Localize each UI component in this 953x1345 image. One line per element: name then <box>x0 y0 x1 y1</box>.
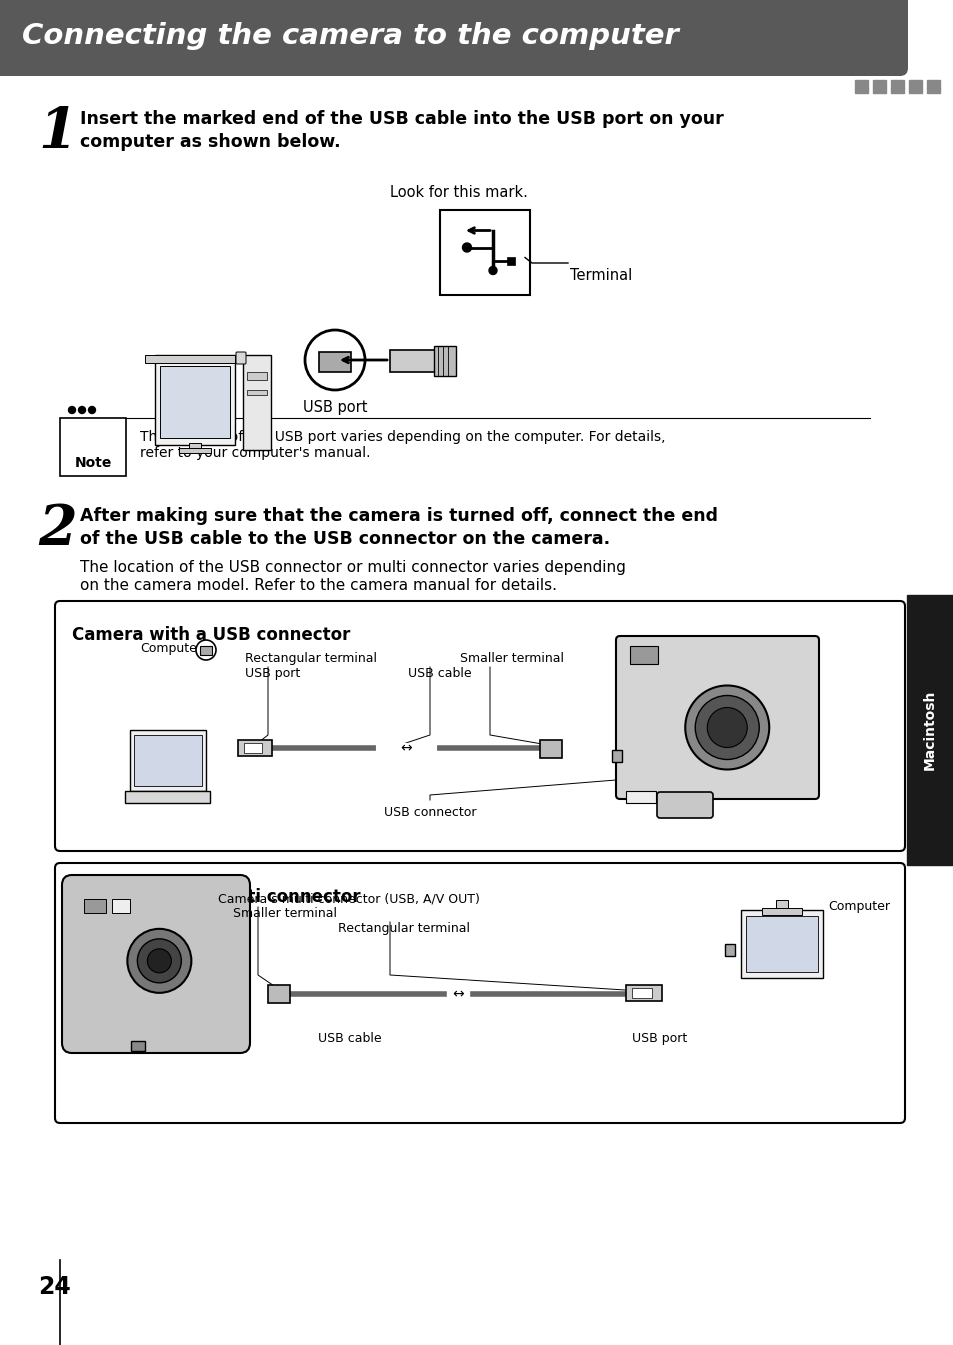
Text: Look for this mark.: Look for this mark. <box>390 186 527 200</box>
FancyBboxPatch shape <box>62 876 250 1053</box>
Text: Camera with a multi connector: Camera with a multi connector <box>71 888 360 907</box>
Bar <box>243 355 271 451</box>
Bar <box>625 985 661 1001</box>
Bar <box>179 448 211 453</box>
Bar <box>247 373 267 381</box>
Bar <box>244 742 262 753</box>
Text: The location of the USB port varies depending on the computer. For details,: The location of the USB port varies depe… <box>140 430 665 444</box>
Text: Computer: Computer <box>827 900 889 913</box>
Circle shape <box>706 707 746 748</box>
Bar <box>132 1041 145 1050</box>
Text: Smaller terminal: Smaller terminal <box>233 907 336 920</box>
FancyBboxPatch shape <box>55 601 904 851</box>
Bar <box>130 730 206 791</box>
Text: Terminal: Terminal <box>569 268 632 282</box>
Circle shape <box>128 929 192 993</box>
Text: Connecting the camera to the computer: Connecting the camera to the computer <box>22 22 679 50</box>
Bar <box>247 390 267 395</box>
Bar <box>908 79 921 93</box>
Circle shape <box>137 939 181 983</box>
Circle shape <box>695 695 759 760</box>
Circle shape <box>684 686 768 769</box>
Text: USB port: USB port <box>302 399 367 416</box>
Bar <box>539 740 561 759</box>
Bar <box>926 79 939 93</box>
Bar <box>200 646 212 655</box>
Text: Insert the marked end of the USB cable into the USB port on your: Insert the marked end of the USB cable i… <box>80 110 723 128</box>
FancyBboxPatch shape <box>55 863 904 1123</box>
Text: Note: Note <box>74 456 112 469</box>
Bar <box>854 79 867 93</box>
FancyBboxPatch shape <box>616 636 818 799</box>
Text: USB cable: USB cable <box>408 667 471 681</box>
Bar <box>434 346 456 377</box>
Circle shape <box>78 406 86 413</box>
Circle shape <box>462 243 471 252</box>
Bar <box>268 985 290 1003</box>
Bar <box>740 911 822 978</box>
Bar <box>112 898 130 913</box>
FancyBboxPatch shape <box>0 0 907 77</box>
Bar <box>154 355 234 445</box>
Text: After making sure that the camera is turned off, connect the end: After making sure that the camera is tur… <box>80 507 718 525</box>
Bar <box>84 898 106 913</box>
Circle shape <box>489 266 497 274</box>
Bar <box>629 646 658 664</box>
Circle shape <box>305 330 365 390</box>
Text: 1: 1 <box>38 105 76 160</box>
Bar <box>0 0 899 61</box>
Bar <box>906 594 953 865</box>
Text: Computer: Computer <box>140 642 202 655</box>
Bar <box>890 79 903 93</box>
Text: 2: 2 <box>38 502 76 557</box>
Text: USB connector: USB connector <box>383 806 476 819</box>
Circle shape <box>195 640 215 660</box>
Bar <box>753 917 809 927</box>
Text: ↔: ↔ <box>452 987 463 1001</box>
Bar <box>390 350 437 373</box>
Bar <box>506 257 515 265</box>
Text: USB port: USB port <box>632 1032 687 1045</box>
Text: Camera’s multi connector (USB, A/V OUT): Camera’s multi connector (USB, A/V OUT) <box>218 892 479 905</box>
Bar <box>745 916 817 972</box>
Text: 24: 24 <box>38 1275 71 1299</box>
Bar <box>775 900 787 908</box>
Text: Camera with a USB connector: Camera with a USB connector <box>71 625 350 644</box>
Bar <box>133 736 202 785</box>
Text: on the camera model. Refer to the camera manual for details.: on the camera model. Refer to the camera… <box>80 578 557 593</box>
Bar <box>872 79 885 93</box>
Circle shape <box>147 948 172 972</box>
Bar <box>145 355 234 363</box>
Bar <box>160 366 230 438</box>
Circle shape <box>89 406 95 413</box>
Bar <box>724 944 734 956</box>
Bar <box>126 791 211 803</box>
Bar <box>625 791 656 803</box>
Text: Smaller terminal: Smaller terminal <box>459 652 563 664</box>
Text: of the USB cable to the USB connector on the camera.: of the USB cable to the USB connector on… <box>80 530 610 547</box>
Bar <box>318 352 351 373</box>
FancyBboxPatch shape <box>235 352 246 364</box>
Text: computer as shown below.: computer as shown below. <box>80 133 340 151</box>
Circle shape <box>69 406 75 413</box>
FancyBboxPatch shape <box>657 792 712 818</box>
Text: Macintosh: Macintosh <box>923 690 936 771</box>
Bar <box>237 740 272 756</box>
Bar <box>60 418 126 476</box>
Bar <box>439 210 530 295</box>
Text: ↔: ↔ <box>399 741 412 755</box>
Bar <box>612 751 621 763</box>
Bar <box>761 908 801 915</box>
Text: The location of the USB connector or multi connector varies depending: The location of the USB connector or mul… <box>80 560 625 576</box>
Text: Rectangular terminal: Rectangular terminal <box>337 923 470 935</box>
Text: refer to your computer's manual.: refer to your computer's manual. <box>140 447 370 460</box>
Text: USB cable: USB cable <box>318 1032 381 1045</box>
Text: Rectangular terminal: Rectangular terminal <box>245 652 376 664</box>
Bar <box>189 443 201 448</box>
Bar <box>631 989 651 998</box>
Text: USB port: USB port <box>245 667 300 681</box>
